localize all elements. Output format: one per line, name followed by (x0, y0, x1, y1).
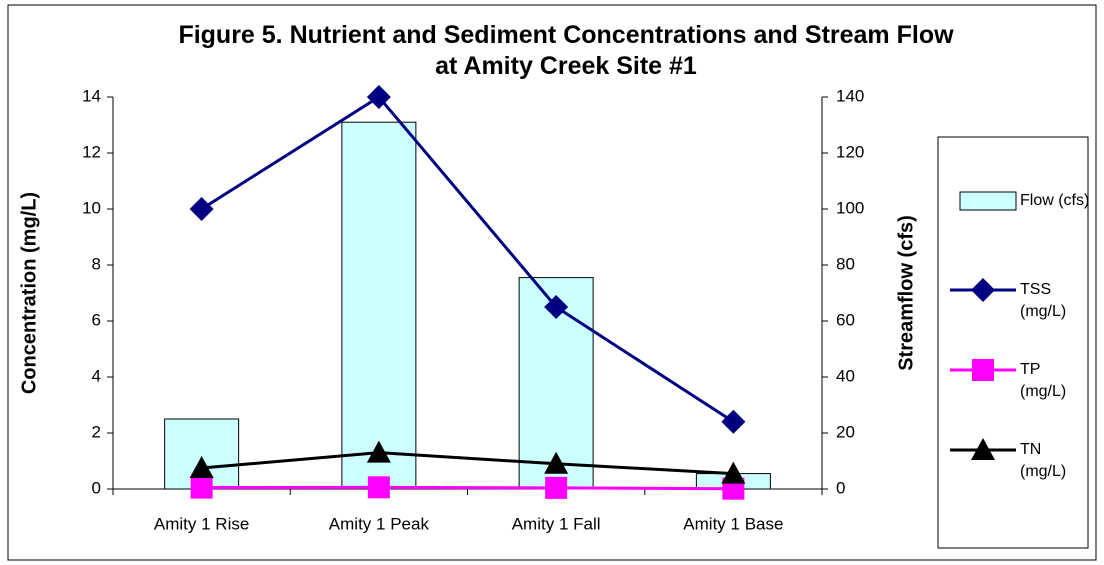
legend-marker (971, 278, 995, 302)
y-tick-label: 2 (92, 422, 101, 441)
y-tick-label: 12 (82, 142, 101, 161)
legend-label: TN (mg/L) (1020, 441, 1067, 480)
legend-swatch (959, 191, 1017, 211)
marker (544, 451, 569, 474)
marker (189, 456, 214, 478)
y2-tick-label: 20 (836, 422, 855, 441)
y-tick-label: 4 (92, 366, 101, 385)
y2-axis-label: Streamflow (cfs) (895, 215, 917, 371)
line (201, 451, 734, 476)
marker (366, 85, 391, 109)
x-tick-label: Amity 1 Base (683, 514, 783, 533)
x-tick-label: Amity 1 Fall (512, 514, 601, 533)
y2-tick-label: 100 (836, 198, 864, 217)
y-tick-label: 8 (92, 254, 101, 273)
line (200, 95, 735, 424)
chart-title: Figure 5. Nutrient and Sediment Concentr… (178, 21, 954, 80)
legend-marker (972, 359, 994, 381)
y2-tick-label: 120 (836, 142, 864, 161)
y2-tick-label: 0 (836, 478, 845, 497)
y-axis-label: Concentration (mg/L) (18, 192, 40, 394)
y-tick-label: 10 (82, 198, 101, 217)
x-tick-label: Amity 1 Peak (329, 514, 430, 533)
y2-tick-label: 60 (836, 310, 855, 329)
marker (721, 461, 746, 484)
y-tick-label: 0 (92, 478, 101, 497)
marker (189, 197, 214, 221)
marker (544, 295, 569, 319)
legend-marker (971, 438, 995, 460)
legend-label: TP (mg/L) (1020, 361, 1067, 400)
marker (367, 476, 390, 499)
legend-label: Flow (cfs) (1020, 192, 1090, 209)
y2-tick-label: 140 (836, 86, 864, 105)
y2-tick-label: 40 (836, 366, 855, 385)
legend-label: TSS (mg/L) (1020, 281, 1067, 320)
y-tick-label: 6 (92, 310, 101, 329)
line (201, 485, 734, 491)
marker (366, 440, 391, 463)
marker (190, 476, 213, 499)
y2-tick-label: 80 (836, 254, 855, 273)
bar (341, 121, 417, 490)
y-tick-label: 14 (82, 86, 101, 105)
x-tick-label: Amity 1 Rise (154, 514, 249, 533)
marker (545, 476, 568, 499)
marker (721, 409, 746, 434)
